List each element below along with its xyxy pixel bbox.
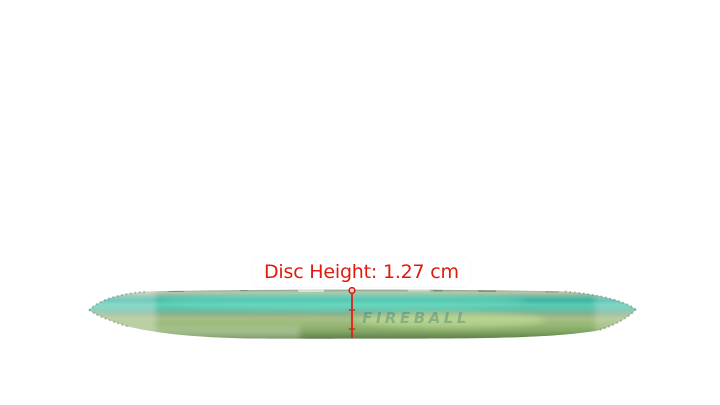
disc-height-label: Disc Height: 1.27 cm <box>253 258 470 287</box>
measurement-anchor-marker <box>348 286 356 295</box>
disc-embossed-text: FIREBALL <box>362 309 470 327</box>
rim-edge-texture <box>88 290 637 332</box>
height-measurement-annotation <box>348 286 356 338</box>
